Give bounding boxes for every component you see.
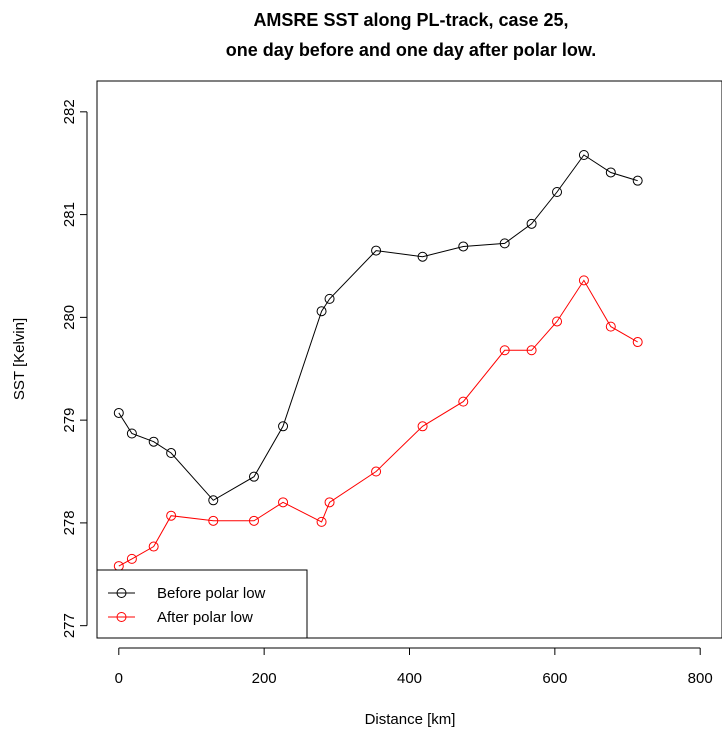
x-tick-label: 800 — [688, 670, 713, 687]
x-tick-label: 400 — [397, 670, 422, 687]
x-tick-label: 600 — [542, 670, 567, 687]
data-point — [578, 275, 589, 286]
data-point — [278, 421, 289, 432]
data-point — [605, 167, 616, 178]
legend-after-label: After polar low — [157, 609, 253, 626]
y-axis: 277 278 279 280 281 282 — [61, 99, 88, 638]
x-tick-label: 0 — [115, 670, 123, 687]
data-point — [166, 510, 177, 521]
chart-title-line-1: AMSRE SST along PL-track, case 25, — [253, 10, 568, 30]
series-after — [113, 275, 643, 572]
data-point — [113, 407, 124, 418]
data-point — [324, 293, 335, 304]
data-point — [458, 241, 469, 252]
legend: Before polar low After polar low — [96, 569, 308, 639]
y-axis-label: SST [Kelvin] — [11, 318, 28, 400]
data-point — [208, 495, 219, 506]
legend-before-label: Before polar low — [157, 585, 266, 602]
data-point — [278, 497, 289, 508]
data-point — [371, 466, 382, 477]
data-point — [552, 186, 563, 197]
y-tick-label: 277 — [61, 613, 78, 638]
data-point — [148, 541, 159, 552]
y-tick-label: 278 — [61, 510, 78, 535]
data-point — [248, 515, 259, 526]
y-tick-label: 281 — [61, 202, 78, 227]
data-point — [578, 149, 589, 160]
data-point — [417, 251, 428, 262]
data-point — [632, 175, 643, 186]
series-layer — [113, 149, 643, 572]
y-tick-label: 280 — [61, 305, 78, 330]
data-point — [371, 245, 382, 256]
data-point — [499, 238, 510, 249]
x-axis: 0 200 400 600 800 — [115, 647, 713, 687]
data-point — [316, 516, 327, 527]
y-tick-label: 279 — [61, 408, 78, 433]
data-point — [526, 218, 537, 229]
data-point — [526, 345, 537, 356]
data-point — [499, 345, 510, 356]
data-point — [166, 448, 177, 459]
data-point — [208, 515, 219, 526]
data-point — [632, 337, 643, 348]
data-point — [248, 471, 259, 482]
y-tick-label: 282 — [61, 99, 78, 124]
data-point — [316, 306, 327, 317]
data-point — [417, 421, 428, 432]
legend-box — [96, 569, 308, 639]
data-point — [552, 316, 563, 327]
data-point — [126, 428, 137, 439]
series-line — [118, 279, 638, 567]
data-point — [458, 396, 469, 407]
x-axis-label: Distance [km] — [365, 711, 456, 728]
series-line — [118, 154, 638, 501]
x-tick-label: 200 — [252, 670, 277, 687]
series-before — [113, 149, 643, 506]
legend-after-marker — [116, 612, 127, 622]
data-point — [126, 553, 137, 564]
data-point — [324, 497, 335, 508]
plot-frame — [96, 80, 722, 639]
data-point — [148, 436, 159, 447]
data-point — [605, 321, 616, 332]
legend-before-marker — [116, 588, 127, 598]
chart-title-line-2: one day before and one day after polar l… — [226, 40, 596, 60]
